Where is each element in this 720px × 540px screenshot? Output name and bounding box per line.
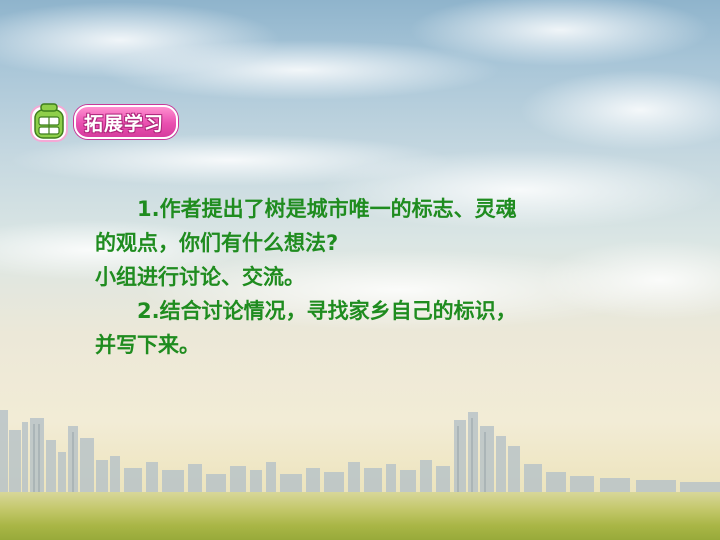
instruction-line: 小组进行讨论、交流。 [95,265,305,289]
grass-field [0,492,720,540]
backpack-icon [30,103,68,142]
section-header: 拓展学习 [28,100,179,144]
question-2-line-1: 2.结合讨论情况，寻找家乡自己的标识， [137,299,517,323]
sky-clouds [0,0,720,330]
question-1-line-2: 的观点，你们有什么想法? [95,231,339,255]
question-1-line-1: 1.作者提出了树是城市唯一的标志、灵魂 [137,197,517,221]
question-2-line-2: 并写下来。 [95,333,200,357]
section-title-badge: 拓展学习 [74,105,179,139]
section-title: 拓展学习 [84,112,165,135]
slide-content: 1.作者提出了树是城市唯一的标志、灵魂 的观点，你们有什么想法? 小组进行讨论、… [95,192,655,362]
